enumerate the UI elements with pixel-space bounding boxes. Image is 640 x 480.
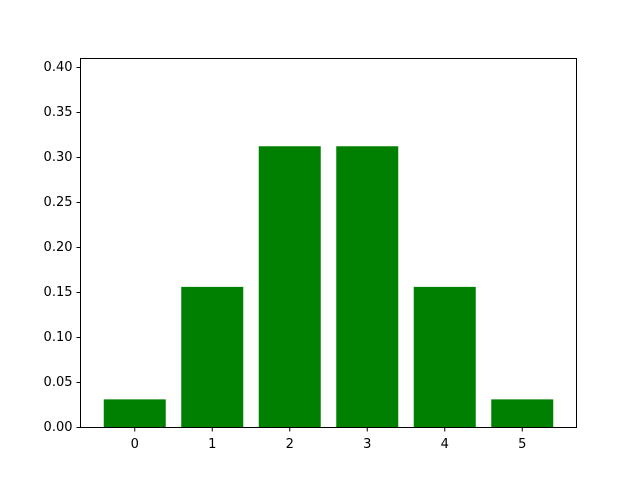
x-tick-label: 4 bbox=[441, 437, 449, 452]
bar-1 bbox=[181, 286, 244, 428]
plot-frame bbox=[80, 58, 577, 428]
y-tick-label: 0.30 bbox=[44, 150, 73, 165]
bar-4 bbox=[413, 286, 476, 428]
y-tick-label: 0.25 bbox=[44, 195, 73, 210]
y-tick-label: 0.20 bbox=[44, 240, 73, 255]
bar-0 bbox=[103, 399, 166, 428]
x-tick-label: 0 bbox=[131, 437, 139, 452]
x-tick-label: 2 bbox=[286, 437, 294, 452]
bar-2 bbox=[258, 146, 321, 428]
y-axis-ticks: 0.00 0.05 0.10 0.15 0.20 0.25 0.30 0.35 0.40 bbox=[44, 60, 81, 435]
x-axis-ticks: 0 1 2 3 4 5 bbox=[131, 427, 526, 452]
x-tick-label: 3 bbox=[363, 437, 371, 452]
x-tick-label: 1 bbox=[208, 437, 216, 452]
bar-3 bbox=[336, 146, 399, 428]
bars-layer bbox=[103, 146, 554, 428]
y-tick-label: 0.15 bbox=[44, 285, 73, 300]
y-tick-label: 0.40 bbox=[44, 60, 73, 75]
y-tick-label: 0.10 bbox=[44, 330, 73, 345]
y-tick-label: 0.05 bbox=[44, 375, 73, 390]
x-tick-label: 5 bbox=[518, 437, 526, 452]
y-tick-label: 0.00 bbox=[44, 420, 73, 435]
y-tick-label: 0.35 bbox=[44, 105, 73, 120]
bar-5 bbox=[491, 399, 554, 428]
